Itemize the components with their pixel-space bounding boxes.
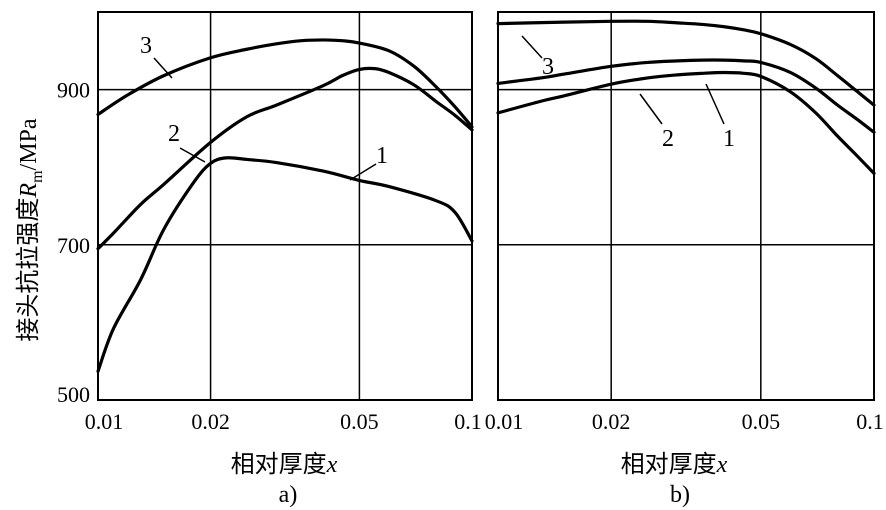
x-tick-label: 0.01 <box>485 409 524 434</box>
series-label-leader <box>179 147 206 163</box>
series-label-leader <box>153 57 173 79</box>
series-label-leader <box>639 93 663 125</box>
x-tick-label: 0.05 <box>742 409 781 434</box>
series-line-2 <box>496 58 876 134</box>
series-label-leader <box>521 35 543 59</box>
x-axis-title-b-text: 相对厚度 <box>621 451 717 478</box>
x-tick-label: 0.02 <box>592 409 631 434</box>
series-label-2: 2 <box>168 121 180 147</box>
series-line-3 <box>96 38 474 129</box>
x-tick-label: 0.02 <box>191 409 230 434</box>
x-axis-title-a-var: x <box>326 452 338 478</box>
y-axis-title-symbol: R <box>16 183 42 199</box>
x-axis-title-b: 相对厚度x <box>621 451 728 478</box>
y-tick-label: 500 <box>57 382 90 407</box>
series-label-2: 2 <box>662 126 674 152</box>
x-axis-title-a-text: 相对厚度 <box>231 451 327 478</box>
series-line-1 <box>96 156 474 373</box>
series-label-leader <box>705 83 725 125</box>
x-tick-label: 0.01 <box>85 409 124 434</box>
series-label-1: 1 <box>376 143 388 169</box>
y-axis-title-subscript: m <box>29 170 46 183</box>
series-line-1 <box>496 70 876 176</box>
series-label-3: 3 <box>542 54 554 80</box>
y-axis-title: 接头抗拉强度Rm/MPa <box>15 118 46 341</box>
series-label-leader <box>349 163 377 181</box>
x-tick-label: 0.1 <box>856 409 884 434</box>
x-axis-title-a: 相对厚度x <box>231 451 338 478</box>
series-line-3 <box>496 19 876 107</box>
plot-frame <box>497 11 875 401</box>
plot-frame <box>97 11 473 401</box>
panel-a-caption: a) <box>279 482 298 508</box>
y-axis-title-unit: /MPa <box>16 118 42 170</box>
series-label-1: 1 <box>723 126 735 152</box>
y-tick-label: 700 <box>57 233 90 258</box>
x-tick-label: 0.05 <box>340 409 379 434</box>
series-line-2 <box>96 66 474 251</box>
y-tick-label: 900 <box>57 78 90 103</box>
y-axis-title-text: 接头抗拉强度 <box>15 198 42 342</box>
series-label-3: 3 <box>140 33 152 59</box>
panel-a: 0.01 0.02 0.05 0.1 900 700 500 1 2 3 <box>57 11 482 434</box>
x-axis-title-b-var: x <box>716 452 728 478</box>
x-tick-label: 0.1 <box>454 409 482 434</box>
panel-b: 0.01 0.02 0.05 0.1 1 2 3 <box>485 11 884 434</box>
panel-b-caption: b) <box>670 482 690 508</box>
